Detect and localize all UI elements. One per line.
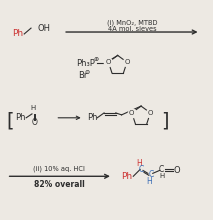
Text: [: [ [7,111,14,130]
Text: O: O [106,59,111,65]
Text: H: H [159,173,164,179]
Text: Ph: Ph [88,113,98,122]
Text: ]: ] [161,111,169,130]
Text: O: O [174,166,180,175]
Text: 82% overall: 82% overall [34,180,85,189]
Text: Ph: Ph [122,172,133,181]
Text: Ph: Ph [13,29,24,38]
Text: H: H [30,105,36,111]
Text: (i) MnO₂, MTBD: (i) MnO₂, MTBD [107,20,158,26]
Text: O: O [124,59,130,65]
Text: O: O [32,118,38,127]
Text: H: H [146,177,152,186]
Text: O: O [129,110,134,116]
Text: ⊕: ⊕ [94,57,99,62]
Text: O: O [148,110,153,116]
Text: Ph₃P: Ph₃P [76,59,95,68]
Text: H: H [136,159,142,168]
Text: ⊖: ⊖ [85,70,90,75]
Text: Ph: Ph [15,113,26,122]
Text: Br: Br [78,71,87,80]
Text: C: C [148,170,153,179]
Text: OH: OH [38,24,51,33]
Text: (ii) 10% aq. HCl: (ii) 10% aq. HCl [33,165,85,172]
Text: C: C [138,165,144,174]
Text: C: C [159,165,164,174]
Text: 4A mol. sieves: 4A mol. sieves [108,26,157,32]
